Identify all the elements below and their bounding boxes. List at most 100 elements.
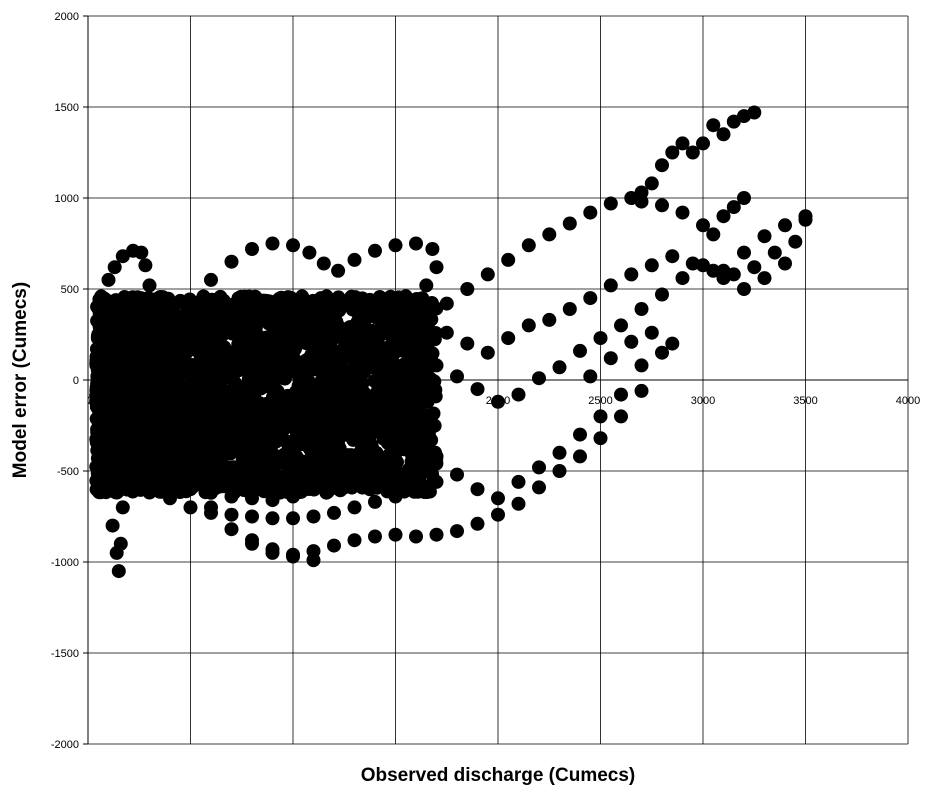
data-point <box>778 256 792 271</box>
data-point <box>275 370 290 385</box>
data-point <box>265 542 280 557</box>
data-point <box>420 394 435 409</box>
data-point <box>177 353 192 368</box>
data-point <box>417 298 432 312</box>
data-point <box>696 136 710 151</box>
data-point <box>347 500 362 515</box>
data-point <box>352 434 367 449</box>
data-point <box>224 254 239 269</box>
data-points <box>89 105 813 579</box>
data-point <box>334 481 349 495</box>
data-point <box>245 242 259 256</box>
y-axis-title: Model error (Cumecs) <box>10 282 31 478</box>
data-point <box>532 460 546 475</box>
data-point <box>400 434 415 449</box>
data-point <box>142 278 157 293</box>
data-point <box>414 323 429 338</box>
data-point <box>614 318 628 333</box>
data-point <box>139 476 154 491</box>
data-point <box>182 382 197 397</box>
data-point <box>113 536 128 551</box>
x-axis-title: Observed discharge (Cumecs) <box>361 765 636 786</box>
data-point <box>420 374 435 388</box>
data-point <box>252 338 267 353</box>
data-point <box>428 326 443 340</box>
data-point <box>368 243 382 258</box>
data-point <box>511 474 526 489</box>
data-point <box>234 397 249 412</box>
data-point <box>306 553 321 568</box>
data-point <box>706 227 721 242</box>
data-point <box>148 292 163 307</box>
data-point <box>355 480 370 495</box>
data-point <box>125 484 140 499</box>
data-point <box>138 415 153 430</box>
data-point <box>115 500 130 515</box>
data-point <box>726 200 741 215</box>
data-point <box>290 332 305 347</box>
data-point <box>304 346 319 361</box>
data-point <box>354 353 369 368</box>
y-axis-tick-labels: -2000 -1500 -1000 -500 0 500 1000 1500 2000 <box>51 11 79 751</box>
data-point <box>388 527 403 542</box>
data-point <box>388 238 403 253</box>
data-point <box>205 438 220 453</box>
data-point <box>330 390 345 405</box>
data-point <box>245 509 259 524</box>
data-point <box>716 209 731 224</box>
data-point <box>372 389 387 403</box>
data-point <box>277 447 292 462</box>
data-point <box>174 311 189 325</box>
data-point <box>175 423 190 438</box>
data-point <box>240 475 255 490</box>
data-point <box>685 145 700 160</box>
data-point <box>305 420 320 435</box>
data-point <box>737 282 751 296</box>
data-point <box>131 360 146 375</box>
y-tick-label: 0 <box>73 375 79 387</box>
data-point <box>194 325 209 340</box>
data-point <box>593 409 608 424</box>
data-point <box>347 533 362 548</box>
data-point <box>788 234 803 249</box>
x-tick-label: 1500 <box>383 395 407 407</box>
data-point <box>313 410 328 425</box>
data-point <box>491 491 505 506</box>
data-point <box>117 290 132 304</box>
data-point <box>231 337 246 352</box>
data-point <box>254 471 268 486</box>
data-point <box>409 236 423 251</box>
data-point <box>113 320 128 335</box>
data-point <box>364 323 379 338</box>
data-point <box>583 369 598 384</box>
data-point <box>407 484 422 499</box>
data-point <box>184 476 199 491</box>
x-axis-tick-labels: 0 500 1000 1500 2000 2500 3000 3500 4000 <box>87 395 920 407</box>
data-point <box>583 291 598 306</box>
data-point <box>160 369 175 384</box>
data-point <box>368 529 382 544</box>
data-point <box>121 465 135 480</box>
data-point <box>390 334 405 349</box>
data-point <box>265 298 280 313</box>
data-point <box>655 158 669 173</box>
data-point <box>665 145 680 160</box>
data-point <box>239 445 254 460</box>
data-point <box>306 436 321 451</box>
data-point <box>424 312 439 327</box>
data-point <box>95 430 110 445</box>
data-point <box>511 387 526 402</box>
data-point <box>480 345 495 360</box>
data-point <box>188 342 203 357</box>
data-point <box>716 271 731 286</box>
data-point <box>235 426 250 441</box>
data-point <box>103 366 118 381</box>
data-point <box>233 296 248 310</box>
x-tick-label: 2500 <box>588 395 612 407</box>
data-point <box>152 311 166 326</box>
data-point <box>214 349 229 364</box>
data-point <box>115 249 130 264</box>
data-point <box>240 413 255 427</box>
data-point <box>331 263 346 278</box>
